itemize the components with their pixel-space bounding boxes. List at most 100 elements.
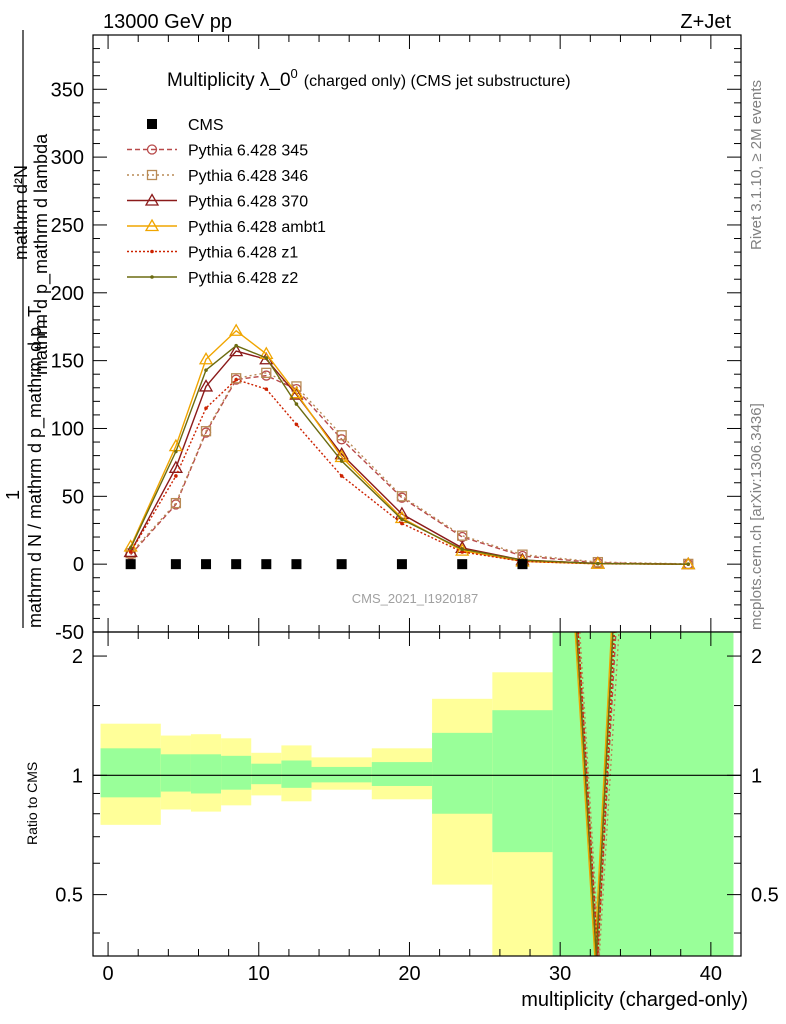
series-line-3: [130, 329, 689, 565]
series-line-1: [130, 372, 689, 565]
x-axis-label: multiplicity (charged-only): [521, 989, 748, 1011]
ratio-band-green-2: [190, 754, 222, 794]
series-4-point-5: [294, 422, 299, 427]
legend-marker-3: [144, 193, 160, 206]
main-ytick-label-8: 350: [51, 79, 84, 101]
legend-entry-2: Pythia 6.428 346: [127, 168, 308, 185]
legend-label-1: Pythia 6.428 345: [188, 143, 308, 160]
cms-point-1: [170, 559, 181, 570]
series-4-point-2: [204, 406, 208, 410]
ratio-band-green-5: [281, 760, 312, 788]
svg-text:Multiplicity λ_00(charged only: Multiplicity λ_00 (charged only) (CMS jet…: [167, 66, 571, 91]
series-2-point-5: [289, 387, 304, 400]
ratio-line-1: [579, 632, 620, 956]
main-ytick-label-2: 50: [62, 486, 84, 508]
main-ytick-label-4: 150: [51, 351, 84, 373]
series-5-point-11: [686, 562, 691, 566]
series-1-point-8: [457, 530, 468, 541]
series-1-point-3: [231, 373, 242, 384]
series-5-point-5: [294, 402, 299, 406]
series-5-point-0: [128, 546, 133, 550]
ratio-frame: [92, 631, 742, 957]
main-ylabel-fraction-top: 1: [3, 490, 23, 500]
series-4-point-6: [339, 474, 344, 478]
series-1-point-1: [170, 497, 182, 509]
cms-point-6: [336, 559, 347, 570]
series-2-point-2: [198, 379, 214, 392]
header-right: Z+Jet: [680, 11, 731, 33]
legend-marker-2: [146, 169, 158, 181]
legend: CMS Pythia 6.428 345 Pythia 6.428 346 Pythi…: [127, 117, 326, 287]
series-5-point-7: [400, 517, 404, 522]
ratio-ylabel: Ratio to CMS: [24, 762, 40, 845]
series-5: [128, 343, 691, 566]
main-ytick-label-7: 300: [51, 147, 84, 169]
cms-points: [125, 559, 528, 570]
series-line-2: [130, 350, 689, 565]
series-5-point-1: [174, 449, 178, 454]
legend-marker-5: [150, 249, 154, 254]
legend-label-3: Pythia 6.428 370: [188, 194, 308, 211]
xtick-label-2: 20: [398, 963, 420, 985]
series-3: [123, 323, 696, 570]
ratio-ytick-label-left-0: 0.5: [55, 885, 83, 907]
ratio-bands: [100, 632, 734, 956]
series-5-point-8: [460, 547, 465, 552]
ratio-band-green-0: [100, 748, 161, 798]
legend-label-2: Pythia 6.428 346: [188, 168, 308, 185]
ratio-ytick-label-right-1: 1: [751, 765, 762, 787]
series-1: [125, 367, 694, 570]
main-panel: -50 0 50 100 150 200 250 300 350: [51, 34, 742, 644]
series-line-0: [130, 374, 689, 565]
series-5-point-2: [204, 368, 208, 372]
series-4-point-8: [460, 550, 465, 554]
legend-marker-0: [147, 119, 157, 129]
series-5-point-4: [264, 356, 269, 360]
watermark: CMS_2021_I1920187: [352, 591, 479, 606]
ratio-band-green-6: [311, 766, 372, 783]
ratio-band-green-9: [492, 710, 553, 853]
series-3-point-5: [289, 385, 304, 399]
series-4-point-0: [128, 550, 133, 554]
legend-entry-6: Pythia 6.428 z2: [127, 270, 298, 287]
legend-marker-1: [146, 144, 158, 155]
mcplots-label: mcplots.cern.ch [arXiv:1306.3436]: [748, 403, 765, 630]
cms-point-2: [201, 559, 212, 570]
series-5-point-10: [596, 561, 600, 566]
main-ytick-label-5: 200: [51, 283, 84, 305]
header-left: 13000 GeV pp: [103, 11, 232, 33]
chart-title: Multiplicity λ_00 (charged only) (CMS jet…: [167, 66, 571, 91]
title-sub: (charged only) (CMS jet substructure): [304, 73, 571, 90]
series-4: [128, 377, 691, 566]
ratio-panel: 0.5 0.51 12 20 10 20 30 40: [55, 631, 779, 985]
series-line-4: [130, 378, 689, 565]
legend-marker-4: [144, 218, 160, 232]
series-3-point-2: [198, 351, 214, 365]
ratio-ytick-label-right-2: 2: [751, 646, 762, 668]
cms-point-7: [396, 559, 407, 570]
ratio-band-green-3: [221, 755, 252, 790]
legend-label-6: Pythia 6.428 z2: [188, 270, 298, 287]
series-3-point-11: [681, 556, 696, 570]
series-1-point-6: [336, 430, 347, 441]
series-1-point-4: [261, 367, 272, 378]
cms-point-8: [457, 559, 468, 570]
main-ytick-label-3: 100: [51, 418, 84, 440]
main-ylabel-numerator: mathrm d²N: [11, 165, 31, 260]
ratio-lines: [574, 632, 620, 956]
ratio-band-green-4: [251, 763, 282, 785]
main-ylabel-fraction-bottom: mathrm d N / mathrm d p_mathrm d p_T: [25, 306, 46, 628]
main-ytick-label-1: 0: [73, 554, 84, 576]
legend-entry-4: Pythia 6.428 ambt1: [127, 218, 326, 236]
ratio-band-green-8: [432, 732, 493, 814]
series-line-5: [130, 344, 689, 565]
ratio-band-green-7: [371, 762, 433, 786]
series-1-point-2: [200, 426, 212, 437]
ratio-line-5: [576, 632, 614, 956]
cms-point-0: [125, 559, 136, 570]
series-2: [123, 343, 696, 570]
ratio-band-green-1: [160, 754, 191, 792]
series-4-point-3: [234, 377, 238, 382]
ratio-band-green-10: [552, 632, 734, 956]
series-4-point-7: [400, 521, 404, 526]
